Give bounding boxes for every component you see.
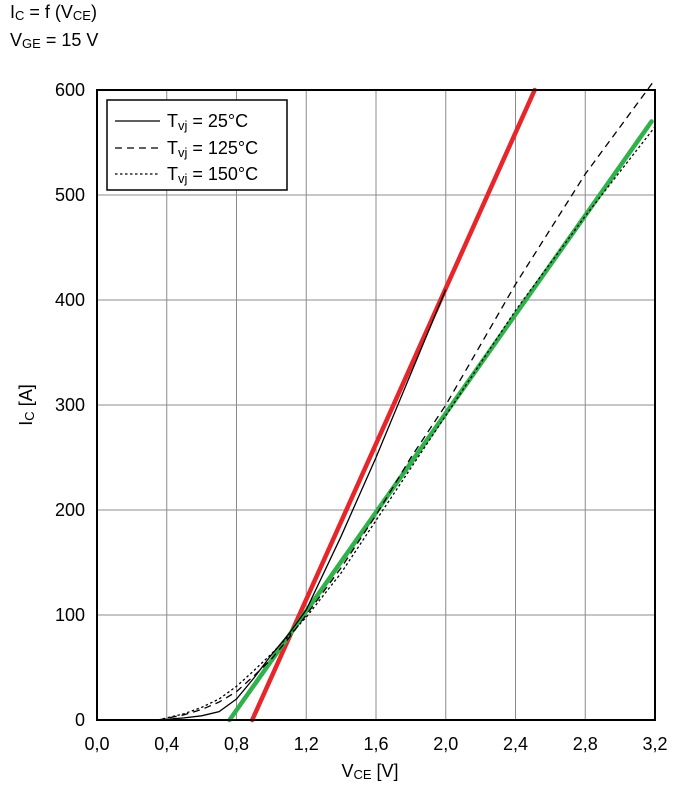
overlay-line-1 (227, 119, 654, 723)
y-tick-label: 500 (55, 185, 85, 205)
y-tick-label: 0 (75, 710, 85, 730)
overlay-line-0 (249, 87, 537, 723)
x-tick-label: 0,4 (154, 734, 179, 754)
y-tick-label: 600 (55, 80, 85, 100)
y-tick-label: 100 (55, 605, 85, 625)
y-tick-label: 400 (55, 290, 85, 310)
x-tick-label: 1,2 (294, 734, 319, 754)
chart-header-line2: VGE = 15 V (10, 30, 99, 51)
y-tick-label: 200 (55, 500, 85, 520)
x-tick-label: 2,8 (573, 734, 598, 754)
legend-label-25c: Tvj = 25°C (167, 111, 248, 133)
plot-frame (96, 89, 656, 721)
x-tick-label: 1,6 (363, 734, 388, 754)
x-tick-label: 0,8 (224, 734, 249, 754)
x-tick-label: 3,2 (642, 734, 667, 754)
x-tick-label: 0,0 (84, 734, 109, 754)
chart-header-line1: IC = f (VCE) (10, 2, 97, 23)
y-tick-labels: 0 100 200 300 400 500 600 (55, 80, 85, 730)
x-tick-label: 2,0 (433, 734, 458, 754)
series-line-0 (157, 289, 447, 721)
legend-label-150c: Tvj = 150°C (167, 164, 258, 186)
series-line-2 (157, 126, 656, 721)
y-axis-label: IC [A] (16, 384, 37, 425)
x-tick-labels: 0,0 0,4 0,8 1,2 1,6 2,0 2,4 2,8 3,2 (84, 734, 667, 754)
legend: Tvj = 25°C Tvj = 125°C Tvj = 150°C (106, 99, 288, 191)
y-tick-label: 300 (55, 395, 85, 415)
legend-box (106, 99, 288, 191)
legend-label-125c: Tvj = 125°C (167, 138, 258, 160)
x-axis-label: VCE [V] (341, 761, 398, 782)
x-tick-label: 2,4 (503, 734, 528, 754)
series-lines (157, 79, 656, 721)
